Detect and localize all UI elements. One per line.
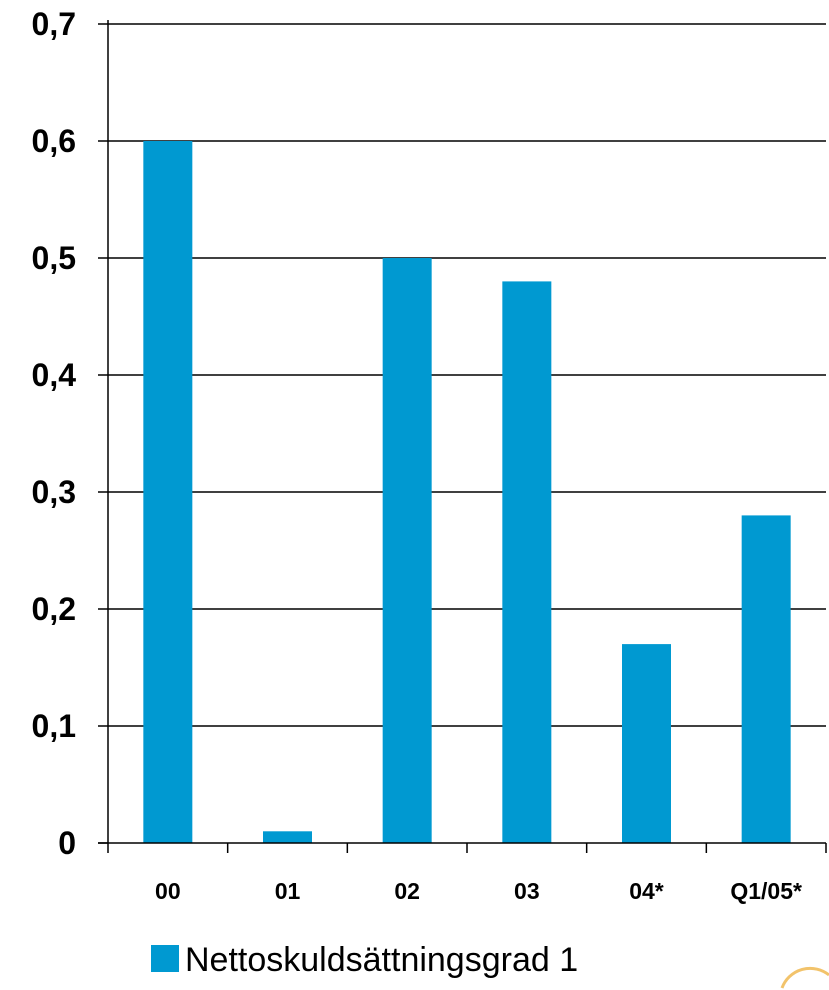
y-tick-label: 0,1 <box>32 708 76 744</box>
x-tick-label: Q1/05* <box>730 878 802 904</box>
x-tick-label: 01 <box>275 878 301 904</box>
corner-logo-fragment <box>780 966 829 989</box>
x-tick-label: 02 <box>394 878 420 904</box>
legend-label: Nettoskuldsättningsgrad 1 <box>185 941 578 979</box>
gridlines <box>108 23 826 727</box>
x-tick-label: 04* <box>629 878 664 904</box>
y-tick-label: 0,5 <box>32 240 76 276</box>
y-tick-label: 0,7 <box>32 6 76 42</box>
y-tick-label: 0,6 <box>32 123 76 159</box>
y-tick-label: 0,2 <box>32 591 76 627</box>
y-tick-label: 0 <box>58 825 76 861</box>
bars <box>143 141 791 843</box>
bar <box>263 831 312 843</box>
y-tick-label: 0,4 <box>32 357 77 393</box>
bar <box>382 258 432 843</box>
y-axis-ticks: 0 0,1 0,2 0,3 0,4 0,5 0,6 0,7 <box>32 6 108 861</box>
legend-swatch <box>151 945 179 972</box>
bar <box>143 141 193 843</box>
x-axis-ticks: 00 01 02 03 04* Q1/05* <box>107 843 827 904</box>
bar <box>741 515 791 843</box>
bar <box>622 644 671 843</box>
bar <box>502 281 552 843</box>
y-tick-label: 0,3 <box>32 474 76 510</box>
x-tick-label: 03 <box>514 878 540 904</box>
legend: Nettoskuldsättningsgrad 1 <box>151 941 578 979</box>
x-tick-label: 00 <box>155 878 181 904</box>
